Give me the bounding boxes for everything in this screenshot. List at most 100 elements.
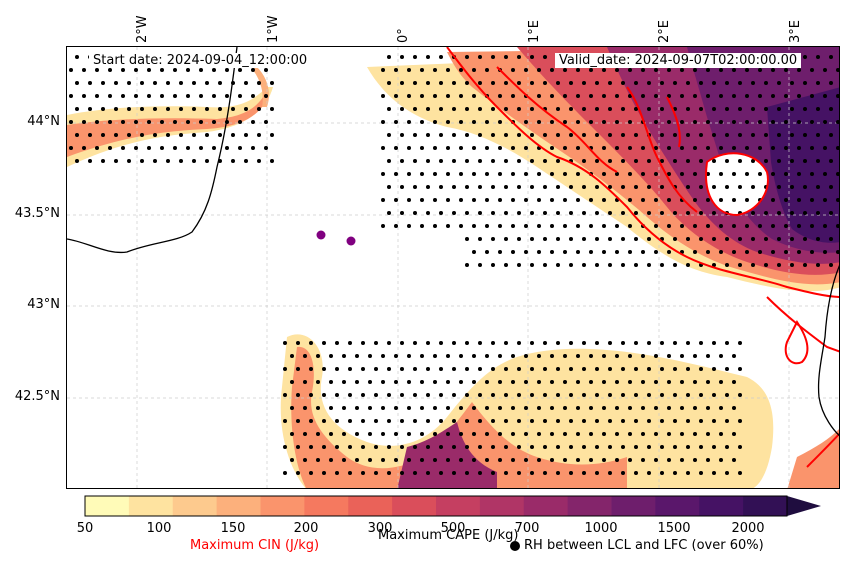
rh-dot [615, 120, 619, 124]
rh-dot [712, 81, 716, 85]
rh-dot [400, 81, 404, 85]
rh-dot [504, 55, 508, 59]
rh-dot [394, 146, 398, 150]
rh-dot [758, 94, 762, 98]
rh-dot [459, 354, 463, 358]
colorbar-tick: 50 [76, 521, 94, 536]
rh-dot [134, 146, 138, 150]
rh-dot [160, 68, 164, 72]
rh-dot [426, 471, 430, 475]
rh-dot [452, 81, 456, 85]
rh-dot [537, 68, 541, 72]
rh-dot [498, 120, 502, 124]
rh-dot [576, 94, 580, 98]
rh-dot [491, 81, 495, 85]
rh-dot [784, 250, 788, 254]
rh-dot [433, 406, 437, 410]
rh-dot [667, 224, 671, 228]
rh-dot [186, 94, 190, 98]
rh-dot [751, 81, 755, 85]
rh-dot [764, 263, 768, 267]
rh-dot [192, 159, 196, 163]
rh-dot [569, 471, 573, 475]
rh-dot [433, 224, 437, 228]
rh-dot [563, 94, 567, 98]
rh-dot [478, 55, 482, 59]
station-marker[interactable] [346, 236, 356, 246]
rh-dot [511, 94, 515, 98]
rh-dot [101, 107, 105, 111]
rh-dot [628, 354, 632, 358]
rh-dot [719, 146, 723, 150]
rh-dot [563, 250, 567, 254]
rh-dot [829, 185, 833, 189]
rh-dot [420, 432, 424, 436]
rh-dot [686, 107, 690, 111]
rh-dot [517, 185, 521, 189]
station-marker[interactable] [316, 230, 326, 240]
rh-dot [199, 94, 203, 98]
rh-dot [621, 159, 625, 163]
rh-dot [569, 341, 573, 345]
rh-dot [374, 445, 378, 449]
rh-dot [563, 224, 567, 228]
rh-dot [543, 341, 547, 345]
rh-dot [108, 146, 112, 150]
rh-dot [485, 146, 489, 150]
rh-dot [498, 432, 502, 436]
rh-dot [335, 419, 339, 423]
rh-dot [810, 250, 814, 254]
rh-dot [329, 380, 333, 384]
rh-dot [524, 406, 528, 410]
rh-dot [82, 146, 86, 150]
rh-dot [569, 393, 573, 397]
rh-dot [225, 68, 229, 72]
rh-dot [478, 263, 482, 267]
rh-dot [394, 354, 398, 358]
rh-dot [758, 224, 762, 228]
rh-dot [205, 133, 209, 137]
rh-dot [511, 432, 515, 436]
rh-dot [608, 159, 612, 163]
rh-dot [628, 68, 632, 72]
map-panel[interactable]: Start date: 2024-09-04_12:00:00 Valid_da… [66, 46, 840, 489]
rh-dot [400, 185, 404, 189]
rh-dot [719, 458, 723, 462]
rh-dot [602, 120, 606, 124]
rh-dot [530, 445, 534, 449]
rh-dot [166, 81, 170, 85]
rh-dot [725, 367, 729, 371]
rh-dot [504, 237, 508, 241]
rh-dot [400, 367, 404, 371]
rh-dot [621, 211, 625, 215]
rh-dot [699, 211, 703, 215]
rh-dot [777, 211, 781, 215]
rh-dot [589, 458, 593, 462]
rh-dot [550, 146, 554, 150]
rh-dot [452, 211, 456, 215]
rh-dot [667, 458, 671, 462]
rh-dot [530, 341, 534, 345]
rh-dot [602, 458, 606, 462]
rh-dot [608, 237, 612, 241]
rh-dot [550, 354, 554, 358]
rh-dot [524, 172, 528, 176]
rh-dot [75, 133, 79, 137]
rh-dot [537, 406, 541, 410]
rh-dot [524, 68, 528, 72]
rh-dot [784, 146, 788, 150]
rh-dot [394, 458, 398, 462]
rh-dot [706, 406, 710, 410]
rh-dot [582, 211, 586, 215]
rh-dot [680, 172, 684, 176]
rh-dot [400, 341, 404, 345]
rh-dot [82, 120, 86, 124]
rh-dot [641, 354, 645, 358]
rh-dot [446, 94, 450, 98]
rh-dot [472, 380, 476, 384]
rh-dot [745, 94, 749, 98]
colorbar-cell [655, 496, 700, 516]
rh-dot [465, 445, 469, 449]
rh-dot [205, 81, 209, 85]
rh-dot [108, 68, 112, 72]
